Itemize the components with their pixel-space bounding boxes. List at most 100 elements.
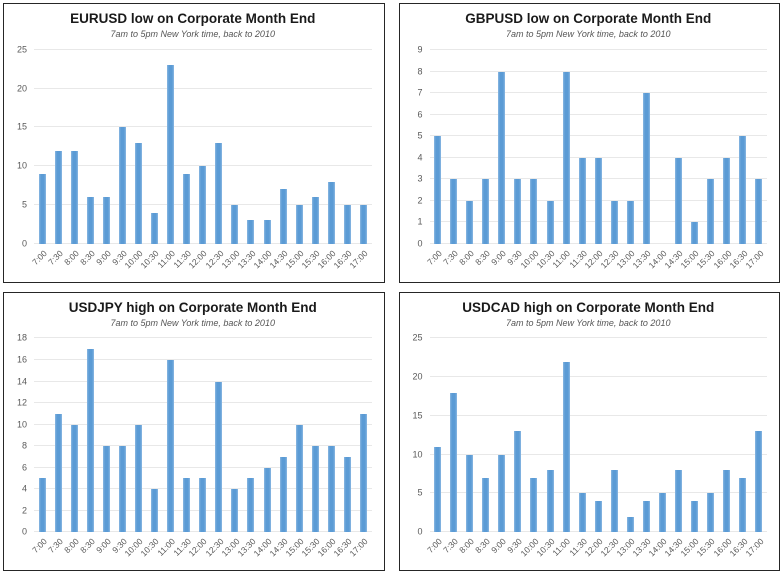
x-tick-label: 8:00 [457,536,477,556]
chart-title: USDJPY high on Corporate Month End [68,299,317,315]
x-axis-row: 7:00 7:30 8:00 8:30 9:00 9:30 10:00 10:30 11:00 1… [404,244,774,280]
plot-area [34,337,372,532]
bar-10:00 [134,142,142,244]
x-tick-label: 7:30 [441,536,460,556]
bar-7:00 [38,478,46,532]
gridline [34,423,372,425]
bar-10:00 [530,179,538,244]
plot-area [429,48,767,244]
bar-8:00 [466,454,474,532]
x-tick-label: 8:30 [473,536,493,556]
bar-8:30 [86,349,94,532]
x-axis-spacer [404,532,430,568]
x-axis-spacer [8,244,34,280]
y-tick-label: 12 [16,397,27,408]
bar-15:00 [691,222,699,244]
x-tick-label: 17:00 [347,247,370,270]
y-tick-label: 18 [16,332,27,343]
bar-14:00 [263,467,271,532]
bar-9:30 [514,179,522,244]
x-tick-label: 9:00 [489,536,509,556]
bar-7:30 [450,392,458,532]
y-tick-label: 0 [21,526,27,537]
chart-body: 0 1 2 3 4 5 6 7 8 9 [404,45,774,248]
gridline [34,126,372,128]
gridline [34,165,372,167]
chart-title: GBPUSD low on Corporate Month End [465,11,712,26]
x-axis-spacer [404,244,430,280]
bar-11:30 [183,478,191,532]
y-tick-label: 5 [21,199,27,210]
gridline [34,48,372,50]
y-tick-label: 9 [417,44,423,55]
y-axis: 0 2 4 6 8 10 12 14 16 18 [8,333,34,536]
bar-16:00 [723,157,731,244]
x-tick-label: 9:00 [93,247,113,267]
x-tick-label: 8:00 [61,247,81,267]
gridline [429,92,767,93]
y-tick-label: 15 [16,121,27,132]
bar-15:00 [295,204,303,244]
x-tick-label: 11:00 [550,247,573,270]
bar-13:00 [231,204,239,244]
y-tick-label: 25 [16,44,27,55]
bar-7:30 [54,150,62,244]
x-tick-label: 8:00 [457,247,477,267]
chart-panel-usdjpy-high: USDJPY high on Corporate Month End 7am t… [3,291,385,571]
bar-12:00 [199,478,207,532]
gridline [429,492,767,494]
bar-8:00 [70,424,78,532]
gridline [34,359,372,360]
y-axis: 0 5 10 15 20 25 [404,333,430,536]
y-tick-label: 10 [412,449,423,460]
x-tick-label: 8:00 [61,536,81,556]
bar-9:00 [102,197,110,244]
chart-subtitle: 7am to 5pm New York time, back to 2010 [506,29,671,40]
gridline [34,445,372,446]
bar-10:30 [546,200,554,244]
chart-body: 0 2 4 6 8 10 12 14 16 18 [8,333,378,536]
bar-17:00 [359,413,367,532]
y-tick-label: 7 [417,87,423,98]
y-tick-label: 20 [16,83,27,94]
bar-16:30 [739,136,747,244]
bar-17:00 [755,431,763,532]
bar-8:00 [70,150,78,244]
bar-10:30 [546,470,554,532]
bar-8:30 [482,179,490,244]
x-axis-row: 7:00 7:30 8:00 8:30 9:00 9:30 10:00 10:30 11:00 1… [8,244,378,280]
gridline [429,135,767,136]
y-tick-label: 10 [16,160,27,171]
bar-10:30 [151,489,159,532]
y-tick-label: 6 [21,462,27,472]
bar-14:30 [279,456,287,532]
plot-area [429,337,767,532]
bar-10:30 [151,212,159,244]
bar-11:30 [578,157,586,244]
bar-9:00 [498,454,506,532]
bar-14:30 [279,189,287,244]
x-tick-label: 9:00 [489,247,509,267]
bar-9:30 [118,446,126,532]
y-axis: 0 5 10 15 20 25 [8,45,34,248]
x-axis: 7:00 7:30 8:00 8:30 9:00 9:30 10:00 10:30 11:00 1… [30,244,372,280]
bar-13:30 [642,93,650,244]
bar-16:30 [343,204,351,244]
y-tick-label: 0 [417,526,423,537]
y-tick-label: 20 [412,371,423,382]
chart-title: EURUSD low on Corporate Month End [70,11,316,26]
bar-13:00 [626,200,634,244]
bar-10:00 [530,477,538,532]
bar-16:00 [327,181,335,244]
bar-11:00 [562,361,570,532]
x-axis-row: 7:00 7:30 8:00 8:30 9:00 9:30 10:00 10:30 11:00 1… [8,532,378,568]
x-tick-label: 8:30 [473,247,493,267]
bar-14:30 [675,470,683,532]
x-tick-label: 17:00 [347,536,370,559]
x-tick-label: 7:30 [441,247,460,267]
bar-13:30 [247,220,255,244]
y-tick-label: 4 [21,483,27,494]
bar-15:30 [311,446,319,532]
bar-16:30 [343,456,351,532]
